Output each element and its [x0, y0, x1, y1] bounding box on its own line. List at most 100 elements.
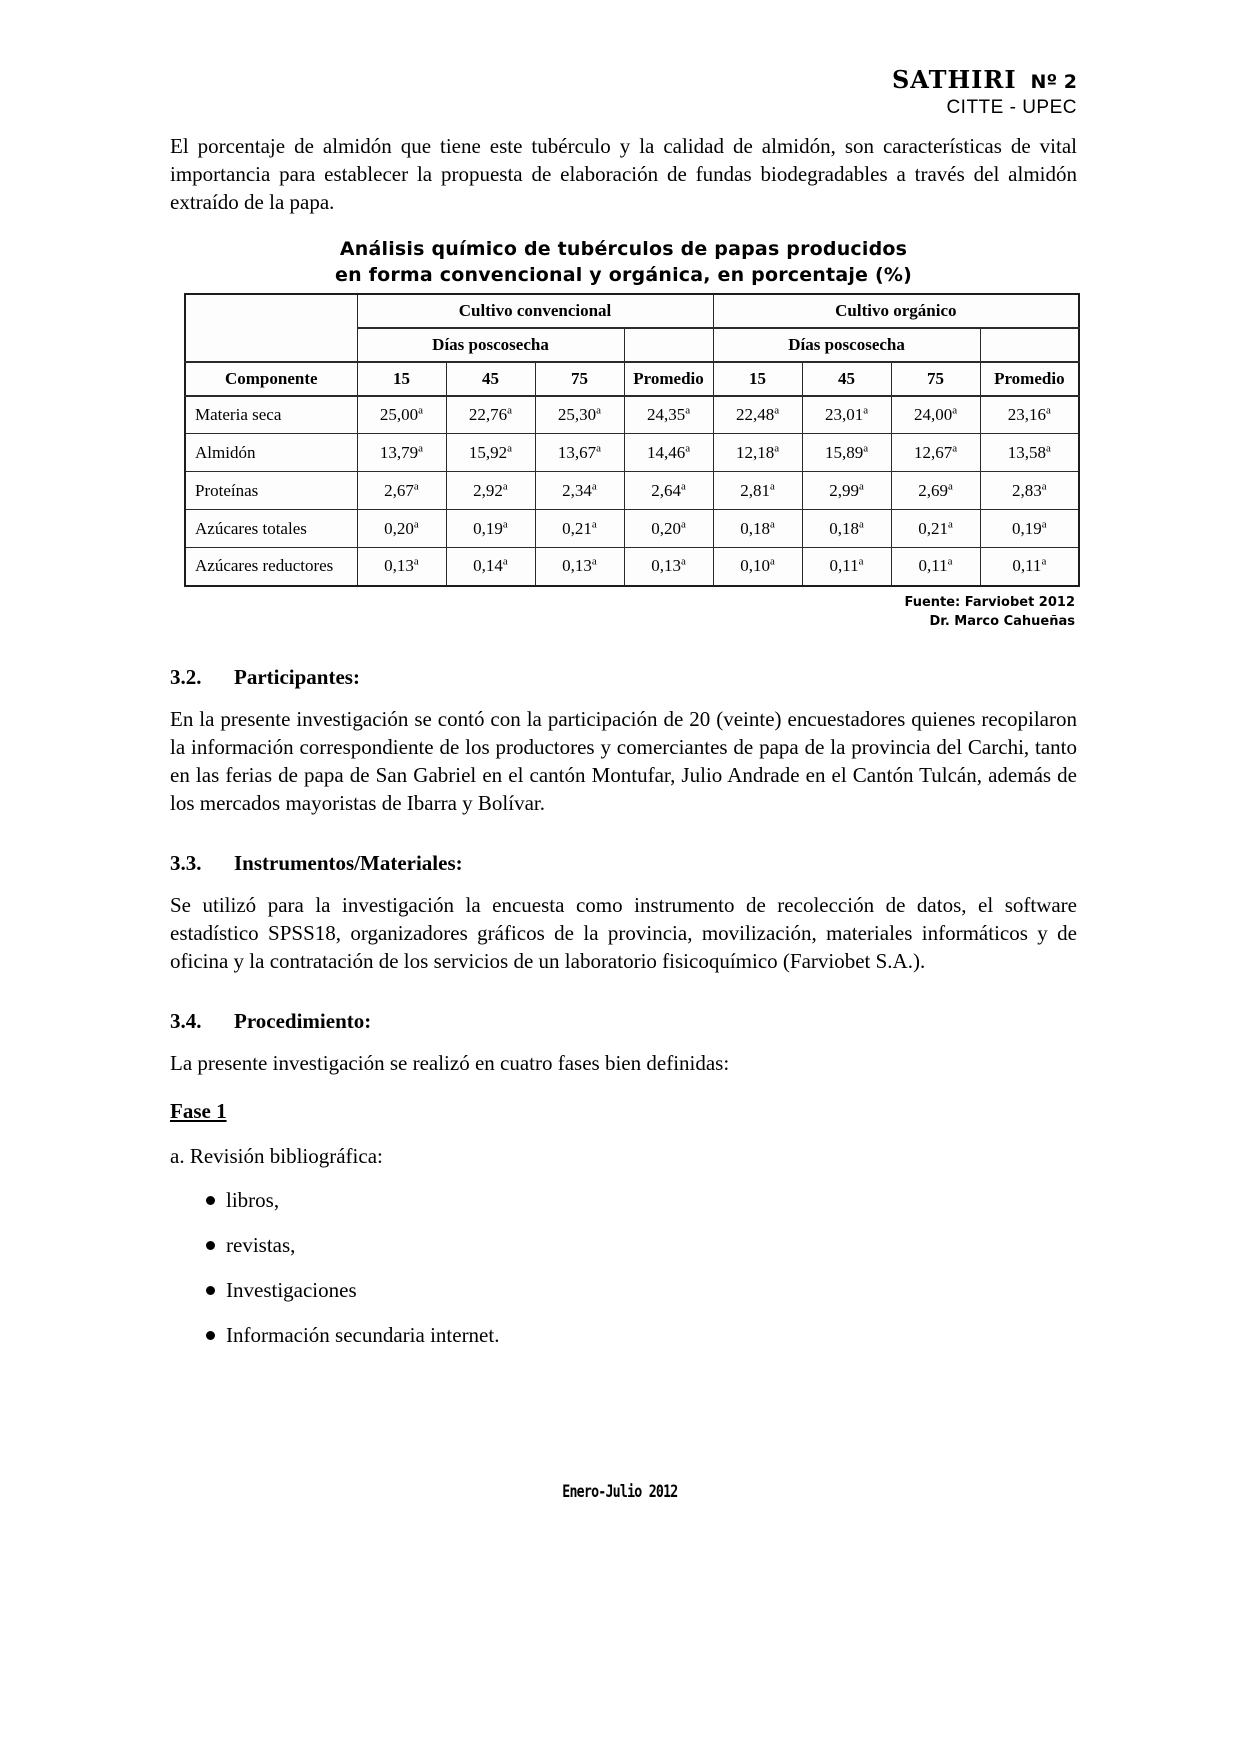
day-column-header: 45 [445, 361, 536, 397]
group-conventional-header: Cultivo convencional [356, 293, 714, 329]
value-cell: 2,92a [445, 471, 536, 511]
value-cell: 15,92a [445, 433, 536, 473]
column-header-row: Componente 15 45 75 Promedio 15 45 75 Pr… [184, 361, 1080, 397]
fase-1-title: Fase 1 [170, 1098, 227, 1123]
journal-title-line: SATHIRI Nº 2 [170, 66, 1077, 94]
value-cell: 0,18a [801, 509, 892, 549]
empty-cell [623, 327, 714, 363]
component-cell: Almidón [184, 433, 358, 473]
component-cell: Azúcares totales [184, 509, 358, 549]
day-column-header: 75 [534, 361, 625, 397]
bullet-icon [206, 1195, 215, 1205]
group-organic-header: Cultivo orgánico [712, 293, 1080, 329]
bullet-icon [206, 1240, 215, 1250]
section-number: 3.4. [170, 1008, 202, 1033]
table-row: Materia seca 25,00a 22,76a 25,30a 24,35a 22,4… [184, 395, 1080, 435]
average-column-header: Promedio [623, 361, 714, 397]
value-cell: 23,16a [979, 395, 1080, 435]
table-row: Azúcares totales 0,20a 0,19a 0,21a 0,20a 0,18… [184, 509, 1080, 549]
component-column-header: Componente [184, 361, 358, 397]
value-cell: 13,79a [356, 433, 447, 473]
value-cell: 0,21a [890, 509, 981, 549]
bullet-icon [206, 1285, 215, 1295]
postharvest-days-header: Días poscosecha [356, 327, 625, 363]
value-cell: 0,13a [356, 547, 447, 587]
section-title: Procedimiento: [234, 1008, 372, 1033]
value-cell: 12,18a [712, 433, 803, 473]
value-cell: 0,13a [623, 547, 714, 587]
value-cell: 23,01a [801, 395, 892, 435]
component-cell: Azúcares reductores [184, 547, 358, 587]
intro-paragraph: El porcentaje de almidón que tiene este … [170, 133, 1077, 214]
value-cell: 0,20a [356, 509, 447, 549]
value-cell: 0,18a [712, 509, 803, 549]
section-number: 3.2. [170, 664, 202, 689]
table-row: Proteínas 2,67a 2,92a 2,34a 2,64a 2,81a 2,99a 2… [184, 471, 1080, 511]
postharvest-days-header: Días poscosecha [712, 327, 981, 363]
list-item-label: Investigaciones [226, 1277, 357, 1302]
value-cell: 2,64a [623, 471, 714, 511]
group-header-row: Cultivo convencional Cultivo orgánico [184, 293, 1080, 363]
section-heading-instrumentos: 3.3. Instrumentos/Materiales: [170, 851, 1077, 876]
average-column-header: Promedio [979, 361, 1080, 397]
table-head: Cultivo convencional Cultivo orgánico Dí… [184, 293, 1080, 397]
table-title-line1: Análisis químico de tubérculos de papas … [339, 237, 908, 260]
journal-name: SATHIRI [891, 65, 1017, 94]
value-cell: 24,00a [890, 395, 981, 435]
journal-organization: CITTE - UPEC [946, 96, 1077, 118]
value-cell: 0,14a [445, 547, 536, 587]
table-row: Azúcares reductores 0,13a 0,14a 0,13a 0,13a 0… [184, 547, 1080, 587]
value-cell: 2,83a [979, 471, 1080, 511]
value-cell: 24,35a [623, 395, 714, 435]
value-cell: 0,10a [712, 547, 803, 587]
value-cell: 0,11a [979, 547, 1080, 587]
day-column-header: 45 [801, 361, 892, 397]
list-item-label: Información secundaria internet. [226, 1322, 500, 1347]
list-item: Información secundaria internet. [170, 1321, 1077, 1349]
day-column-header: 75 [890, 361, 981, 397]
section-body-procedimiento: La presente investigación se realizó en … [170, 1050, 730, 1075]
value-cell: 2,69a [890, 471, 981, 511]
list-item: libros, [170, 1186, 1077, 1214]
value-cell: 2,34a [534, 471, 625, 511]
day-column-header: 15 [356, 361, 447, 397]
journal-issue-number: Nº 2 [1030, 71, 1077, 93]
value-cell: 25,30a [534, 395, 625, 435]
value-cell: 0,11a [890, 547, 981, 587]
value-cell: 2,99a [801, 471, 892, 511]
section-title: Participantes: [234, 664, 360, 689]
component-cell: Proteínas [184, 471, 358, 511]
table-body: Materia seca 25,00a 22,76a 25,30a 24,35a 22,4… [184, 395, 1080, 587]
journal-header: SATHIRI Nº 2 CITTE - UPEC [170, 66, 1077, 119]
value-cell: 22,76a [445, 395, 536, 435]
list-item-label: libros, [226, 1187, 280, 1212]
component-cell: Materia seca [184, 395, 358, 435]
subgroup-header-row: Días poscosecha Días poscosecha [185, 327, 1080, 363]
section-body-participantes: En la presente investigación se contó co… [170, 706, 1077, 815]
bullet-icon [206, 1330, 215, 1340]
day-column-header: 15 [712, 361, 803, 397]
value-cell: 0,19a [979, 509, 1080, 549]
bibliography-bullet-list: libros, revistas, Investigaciones Inform… [170, 1186, 1077, 1349]
value-cell: 0,13a [534, 547, 625, 587]
value-cell: 15,89a [801, 433, 892, 473]
value-cell: 25,00a [356, 395, 447, 435]
page-footer: Enero-Julio 2012 [0, 1482, 1240, 1502]
footer-date: Enero-Julio 2012 [562, 1482, 678, 1502]
empty-cell [979, 327, 1080, 363]
section-title: Instrumentos/Materiales: [234, 850, 463, 875]
value-cell: 22,48a [712, 395, 803, 435]
table-title: Análisis químico de tubérculos de papas … [170, 236, 1077, 288]
page-content: SATHIRI Nº 2 CITTE - UPEC El porcentaje … [170, 66, 1081, 1349]
source-line2: Dr. Marco Cahueñas [929, 613, 1075, 629]
section-body-instrumentos: Se utilizó para la investigación la encu… [170, 892, 1077, 973]
value-cell: 13,67a [534, 433, 625, 473]
value-cell: 14,46a [623, 433, 714, 473]
value-cell: 0,20a [623, 509, 714, 549]
value-cell: 2,67a [356, 471, 447, 511]
corner-empty-cell [184, 293, 358, 363]
value-cell: 0,19a [445, 509, 536, 549]
value-cell: 13,58a [979, 433, 1080, 473]
list-item: Investigaciones [170, 1276, 1077, 1304]
